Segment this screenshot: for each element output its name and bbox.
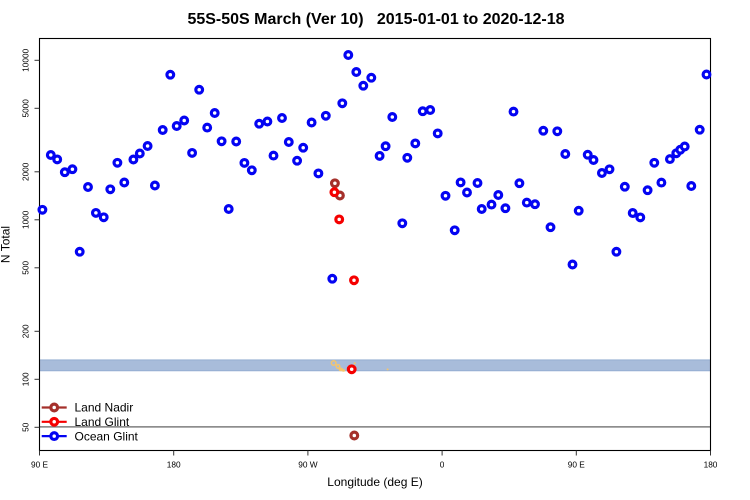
svg-text:180: 180 [704, 460, 718, 470]
svg-text:90 E: 90 E [31, 460, 49, 470]
svg-text:180: 180 [167, 460, 181, 470]
svg-text:5000: 5000 [20, 99, 30, 118]
svg-text:200: 200 [20, 324, 30, 338]
svg-text:0: 0 [440, 460, 445, 470]
svg-text:N Total: N Total [0, 226, 13, 263]
svg-text:Ocean Glint: Ocean Glint [75, 429, 139, 443]
svg-text:Land Glint: Land Glint [75, 415, 130, 429]
svg-text:90 E: 90 E [568, 460, 586, 470]
svg-text:500: 500 [20, 260, 30, 274]
svg-text:Longitude (deg E): Longitude (deg E) [327, 475, 422, 489]
svg-text:10000: 10000 [20, 48, 30, 71]
svg-text:Land Nadir: Land Nadir [75, 401, 134, 415]
svg-text:55S-50S March (Ver 10) 2015-: 55S-50S March (Ver 10) 2015-01-01 to 202… [187, 11, 564, 28]
svg-text:90 W: 90 W [298, 460, 318, 470]
svg-text:2000: 2000 [20, 162, 30, 181]
svg-text:100: 100 [20, 372, 30, 386]
svg-text:1000: 1000 [20, 210, 30, 229]
svg-text:50: 50 [20, 422, 30, 432]
